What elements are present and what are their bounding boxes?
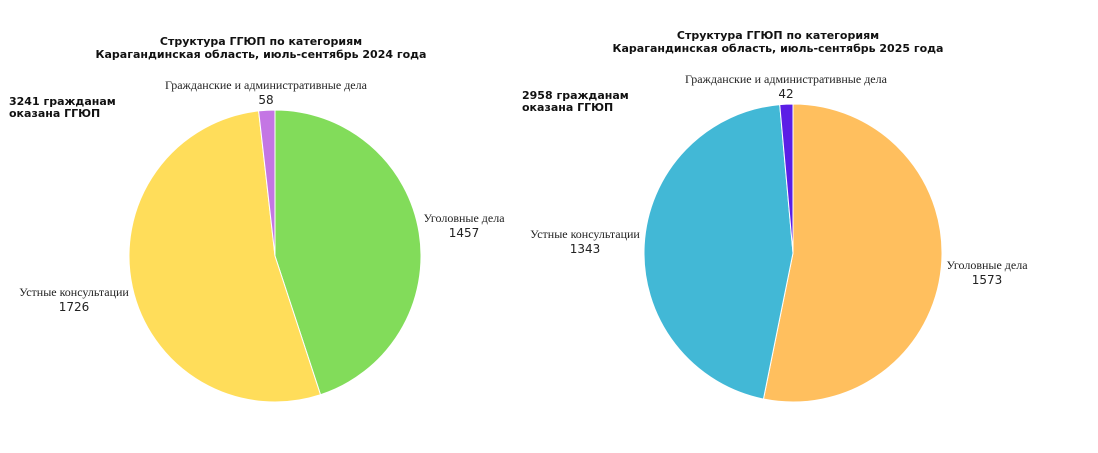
total-line-2: оказана ГГЮП (522, 101, 613, 114)
slice-criminal (762, 103, 943, 403)
slice-oral (643, 104, 794, 400)
pie-slices (128, 109, 422, 403)
chart-subtitle: Карагандинская область, июль-сентябрь 20… (96, 48, 427, 61)
slice-label-criminal: Уголовные дела (946, 258, 1028, 272)
slice-oral (128, 110, 322, 403)
pie-chart-2024: Структура ГГЮП по категориям Карагандинс… (9, 35, 505, 403)
chart-title: Структура ГГЮП по категориям (160, 35, 362, 48)
total-line-2: оказана ГГЮП (9, 107, 100, 120)
slice-value-oral: 1726 (59, 300, 90, 314)
chart-subtitle: Карагандинская область, июль-сентябрь 20… (613, 42, 944, 55)
total-line-1: 3241 гражданам (9, 95, 116, 108)
slice-civil (779, 103, 794, 254)
slice-value-criminal: 1573 (972, 273, 1003, 287)
chart-title: Структура ГГЮП по категориям (677, 29, 879, 42)
slice-value-civil: 42 (778, 87, 793, 101)
pie-chart-2025: Структура ГГЮП по категориям Карагандинс… (522, 29, 1028, 403)
slice-civil (258, 109, 276, 257)
pie-slices (643, 103, 943, 403)
slice-criminal (274, 109, 422, 396)
slice-value-civil: 58 (258, 93, 273, 107)
slice-label-oral: Устные консультации (530, 227, 640, 241)
slice-label-oral: Устные консультации (19, 285, 129, 299)
total-line-1: 2958 гражданам (522, 89, 629, 102)
slice-value-oral: 1343 (570, 242, 601, 256)
slice-label-criminal: Уголовные дела (423, 211, 505, 225)
slice-value-criminal: 1457 (449, 226, 480, 240)
slice-label-civil: Гражданские и административные дела (165, 78, 368, 92)
slice-label-civil: Гражданские и административные дела (685, 72, 888, 86)
